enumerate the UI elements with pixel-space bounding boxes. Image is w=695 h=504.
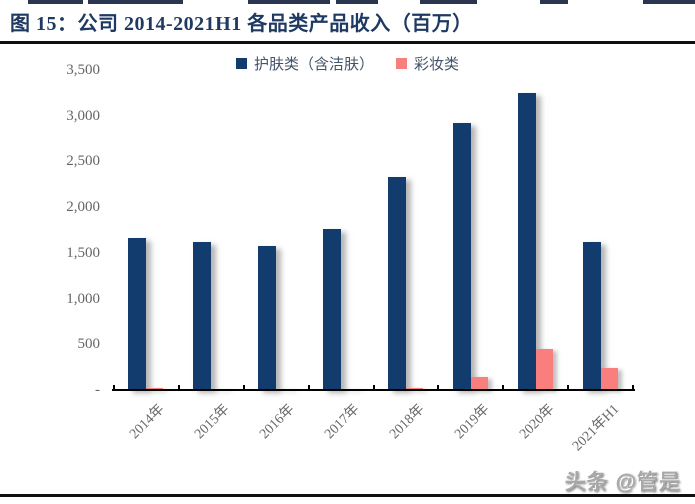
bar-skincare: [128, 238, 147, 390]
watermark: 头条 @管是: [564, 471, 681, 494]
bar-skincare: [517, 92, 536, 390]
x-axis-tickmark: [567, 385, 570, 391]
y-axis-tick-label: 2,500: [66, 153, 100, 170]
bar-skincare: [452, 122, 471, 390]
x-axis-category-label: 2020年: [516, 401, 558, 443]
x-axis-tickmark: [177, 385, 180, 391]
y-axis-tick-label: 2,000: [66, 199, 100, 216]
x-axis-category-label: 2016年: [257, 401, 298, 443]
legend-label-makeup: 彩妆类: [414, 56, 460, 73]
x-axis-tickmark: [502, 385, 505, 391]
x-axis-tickmark: [307, 385, 310, 391]
x-axis-tickmark: [437, 385, 440, 391]
y-axis-tick-label: 3,500: [66, 62, 100, 78]
x-axis-category-label: 2019年: [451, 401, 493, 443]
bar-skincare: [323, 229, 342, 390]
x-axis-category-label: 2021年H1: [569, 401, 622, 455]
y-axis-tick-label: -: [95, 382, 100, 398]
y-axis-tick-label: 3,000: [66, 107, 100, 124]
cropped-text-fragment: [643, 0, 695, 4]
cropped-text-fragment: [248, 0, 330, 4]
bar-makeup: [600, 367, 618, 390]
legend-item-skincare: 护肤类（含洁肤）: [235, 53, 374, 74]
x-axis-tickmark: [242, 385, 245, 391]
legend-label-skincare: 护肤类（含洁肤）: [253, 56, 374, 73]
legend-swatch-makeup-icon: [396, 57, 407, 69]
cropped-text-fragment: [28, 0, 83, 4]
x-axis-category-label: 2014年: [127, 401, 168, 443]
bar-makeup: [146, 387, 164, 390]
bar-makeup: [535, 349, 553, 390]
x-axis-category-label: 2015年: [192, 401, 233, 443]
bar-makeup: [470, 377, 488, 390]
legend-item-makeup: 彩妆类: [396, 53, 459, 74]
cropped-text-fragment: [336, 0, 378, 4]
x-axis-tickmark: [372, 385, 375, 391]
legend-swatch-skincare-icon: [235, 57, 247, 69]
x-axis-tickmark: [113, 385, 115, 391]
cropped-text-fragment: [420, 0, 477, 4]
chart-title: 图 15：公司 2014-2021H1 各品类产品收入（百万）: [10, 13, 473, 35]
cropped-text-fragment: [540, 0, 568, 4]
y-axis-tick-label: 1,500: [66, 244, 100, 261]
y-axis-tick-label: 1,000: [66, 290, 100, 307]
bar-skincare: [193, 241, 212, 390]
chart-legend: 护肤类（含洁肤） 彩妆类: [0, 53, 695, 73]
bar-skincare: [582, 241, 601, 390]
x-axis-category-label: 2017年: [322, 401, 363, 443]
bar-skincare: [387, 176, 406, 390]
title-divider-rule: [0, 41, 695, 44]
bar-skincare: [258, 245, 277, 390]
bottom-divider-rule: [0, 494, 695, 497]
cropped-text-fragment: [88, 0, 183, 4]
x-axis-tickmark: [632, 385, 634, 391]
y-axis-tick-label: 500: [77, 336, 101, 353]
x-axis-category-label: 2018年: [387, 401, 428, 443]
